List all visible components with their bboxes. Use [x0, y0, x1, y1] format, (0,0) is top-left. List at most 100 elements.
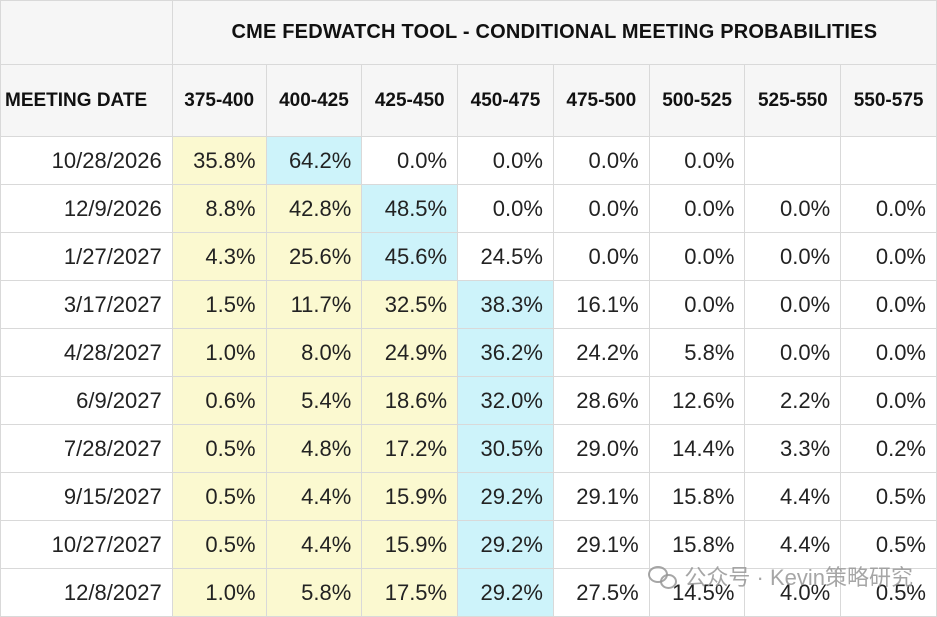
- probability-cell: 4.4%: [265, 472, 363, 521]
- probability-cell: 0.0%: [648, 232, 746, 281]
- range-header-475-500: 475-500: [552, 64, 650, 137]
- meeting-date-cell: 9/15/2027: [0, 472, 173, 521]
- probability-cell: 30.5%: [457, 424, 554, 473]
- probability-cell: 24.2%: [552, 328, 650, 377]
- meeting-date-cell: 7/28/2027: [0, 424, 173, 473]
- probability-cell: 0.0%: [552, 184, 650, 233]
- probability-cell: 17.5%: [361, 568, 459, 617]
- corner-cell: [0, 0, 173, 65]
- probability-cell: 29.2%: [457, 520, 554, 569]
- probability-cell: 5.4%: [265, 376, 363, 425]
- probability-cell: 15.8%: [648, 472, 746, 521]
- probability-cell: 4.4%: [744, 520, 842, 569]
- probability-cell: 0.0%: [744, 232, 842, 281]
- probability-cell: 0.0%: [648, 280, 746, 329]
- probability-cell: 0.5%: [171, 520, 267, 569]
- meeting-date-cell: 4/28/2027: [0, 328, 173, 377]
- probability-cell: 0.5%: [171, 424, 267, 473]
- meeting-date-header: MEETING DATE: [0, 64, 173, 137]
- table-row: 1/27/2027 4.3% 25.6% 45.6% 24.5% 0.0% 0.0% 0.0%…: [0, 232, 937, 281]
- probability-cell: 0.0%: [840, 328, 937, 377]
- probability-cell: 17.2%: [361, 424, 459, 473]
- probability-cell: 4.4%: [265, 520, 363, 569]
- probability-cell: 27.5%: [552, 568, 650, 617]
- probability-cell: 0.0%: [648, 184, 746, 233]
- meeting-date-cell: 10/27/2027: [0, 520, 173, 569]
- range-header-450-475: 450-475: [457, 64, 554, 137]
- range-header-500-525: 500-525: [648, 64, 746, 137]
- probability-cell: 0.0%: [744, 280, 842, 329]
- meeting-date-cell: 3/17/2027: [0, 280, 173, 329]
- probability-cell: 0.0%: [840, 184, 937, 233]
- probability-cell: 48.5%: [361, 184, 459, 233]
- probability-cell: 32.5%: [361, 280, 459, 329]
- probability-cell: 3.3%: [744, 424, 842, 473]
- probability-cell: 4.3%: [171, 232, 267, 281]
- probability-cell: 0.5%: [171, 472, 267, 521]
- probability-cell: 0.0%: [552, 232, 650, 281]
- table-row: 6/9/2027 0.6% 5.4% 18.6% 32.0% 28.6% 12.6% 2.2%…: [0, 376, 937, 425]
- probability-cell: 15.9%: [361, 520, 459, 569]
- probability-cell: 25.6%: [265, 232, 363, 281]
- probability-cell: 16.1%: [552, 280, 650, 329]
- meeting-date-cell: 1/27/2027: [0, 232, 173, 281]
- probability-cell: 0.0%: [744, 184, 842, 233]
- probability-cell: 0.5%: [840, 568, 937, 617]
- probability-cell: 45.6%: [361, 232, 459, 281]
- probability-cell: 32.0%: [457, 376, 554, 425]
- table-title: CME FEDWATCH TOOL - CONDITIONAL MEETING …: [171, 0, 937, 65]
- probability-cell: 0.5%: [840, 520, 937, 569]
- probability-cell: 4.8%: [265, 424, 363, 473]
- probability-cell: 0.0%: [552, 136, 650, 185]
- range-header-425-450: 425-450: [361, 64, 459, 137]
- probability-cell: 24.5%: [457, 232, 554, 281]
- probability-cell: 5.8%: [648, 328, 746, 377]
- probability-cell: 64.2%: [265, 136, 363, 185]
- probability-cell: 0.0%: [840, 280, 937, 329]
- probability-cell: 14.5%: [648, 568, 746, 617]
- probability-cell: 0.0%: [361, 136, 459, 185]
- probability-cell: 15.8%: [648, 520, 746, 569]
- probability-cell: 36.2%: [457, 328, 554, 377]
- probability-cell: [744, 136, 842, 185]
- probability-cell: 14.4%: [648, 424, 746, 473]
- table-row: 9/15/2027 0.5% 4.4% 15.9% 29.2% 29.1% 15.8% 4.4…: [0, 472, 937, 521]
- probability-cell: 1.0%: [171, 328, 267, 377]
- wechat-icon: [648, 564, 678, 589]
- range-header-375-400: 375-400: [171, 64, 267, 137]
- probability-cell: 8.8%: [171, 184, 267, 233]
- probability-cell: 8.0%: [265, 328, 363, 377]
- meeting-date-cell: 6/9/2027: [0, 376, 173, 425]
- meeting-date-cell: 10/28/2026: [0, 136, 173, 185]
- probability-cell: 29.1%: [552, 472, 650, 521]
- probability-cell: 29.2%: [457, 472, 554, 521]
- range-header-400-425: 400-425: [265, 64, 363, 137]
- watermark: 公众号 · Kevin策略研究: [648, 560, 913, 592]
- probability-cell: 0.0%: [744, 328, 842, 377]
- probability-cell: 1.5%: [171, 280, 267, 329]
- probability-cell: 0.0%: [457, 136, 554, 185]
- probability-cell: 0.5%: [840, 472, 937, 521]
- probability-cell: 24.9%: [361, 328, 459, 377]
- table-row: 12/9/2026 8.8% 42.8% 48.5% 0.0% 0.0% 0.0% 0.0% 0…: [0, 184, 937, 233]
- probability-cell: 29.1%: [552, 520, 650, 569]
- probability-cell: 29.2%: [457, 568, 554, 617]
- probability-cell: 35.8%: [171, 136, 267, 185]
- meeting-date-cell: 12/9/2026: [0, 184, 173, 233]
- probability-cell: 1.0%: [171, 568, 267, 617]
- meeting-date-cell: 12/8/2027: [0, 568, 173, 617]
- probability-cell: 0.0%: [648, 136, 746, 185]
- probability-cell: 5.8%: [265, 568, 363, 617]
- range-header-550-575: 550-575: [840, 64, 937, 137]
- probability-cell: 42.8%: [265, 184, 363, 233]
- probability-cell: 38.3%: [457, 280, 554, 329]
- table-row: 10/28/2026 35.8% 64.2% 0.0% 0.0% 0.0% 0.0%: [0, 136, 937, 185]
- table-row: 10/27/2027 0.5% 4.4% 15.9% 29.2% 29.1% 15.8% 4.…: [0, 520, 937, 569]
- probability-cell: 11.7%: [265, 280, 363, 329]
- probability-cell: 12.6%: [648, 376, 746, 425]
- probability-cell: 29.0%: [552, 424, 650, 473]
- watermark-text: 公众号 · Kevin策略研究: [684, 565, 913, 590]
- probability-cell: 18.6%: [361, 376, 459, 425]
- probability-cell: 0.0%: [840, 232, 937, 281]
- probability-cell: [840, 136, 937, 185]
